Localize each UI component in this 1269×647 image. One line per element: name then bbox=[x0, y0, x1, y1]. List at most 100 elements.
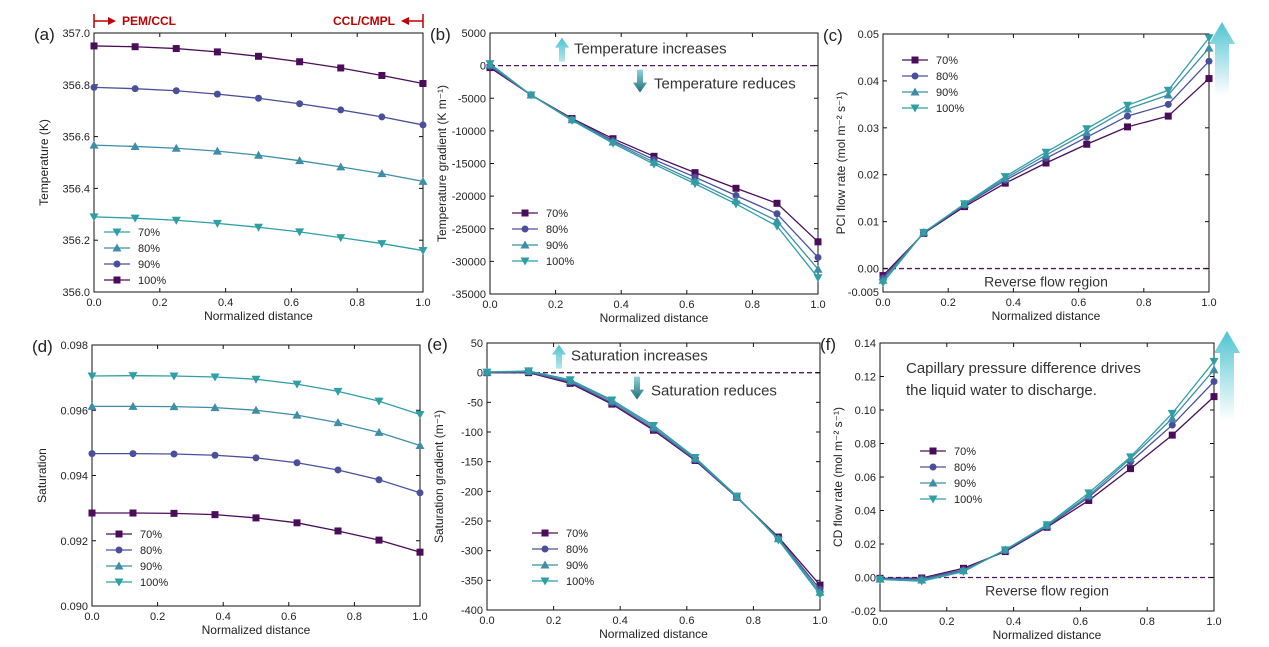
chart-panel-a: 0.0 0.2 0.4 0.6 0.8 1.0 356.0 356.2 356.4 356.6 35… bbox=[34, 14, 431, 323]
panel-label: (b) bbox=[430, 25, 451, 44]
data-point bbox=[170, 509, 178, 517]
legend-marker bbox=[541, 545, 549, 553]
x-tick-label: 0.2 bbox=[546, 615, 561, 627]
x-tick-label: 0.0 bbox=[872, 616, 887, 628]
x-tick-label: 1.0 bbox=[1206, 616, 1221, 628]
y-tick-label: -200 bbox=[461, 486, 483, 498]
data-point bbox=[1205, 75, 1213, 83]
legend-marker bbox=[911, 72, 919, 80]
y-tick-label: 356.0 bbox=[62, 287, 90, 299]
panel-label: (a) bbox=[34, 25, 55, 44]
series-line-100pct bbox=[486, 370, 821, 595]
data-point bbox=[374, 427, 384, 436]
y-axis-title: Saturation gradient (m⁻¹) bbox=[432, 410, 446, 543]
data-point bbox=[89, 140, 99, 149]
legend-entry: 70% bbox=[936, 55, 958, 67]
y-tick-label: 50 bbox=[471, 338, 483, 350]
data-point bbox=[87, 372, 97, 381]
legend-entry: 100% bbox=[546, 256, 574, 268]
data-point bbox=[333, 418, 343, 427]
data-point bbox=[814, 253, 822, 261]
legend-entry: 70% bbox=[140, 529, 162, 541]
data-point bbox=[813, 264, 823, 273]
y-tick-label: 0.098 bbox=[60, 340, 88, 352]
data-point bbox=[1124, 123, 1131, 131]
data-point bbox=[418, 176, 428, 185]
data-point bbox=[292, 380, 302, 389]
y-tick-label: -400 bbox=[461, 605, 483, 617]
panel-label: (c) bbox=[823, 26, 843, 45]
chart-panel-e: 0.0 0.2 0.4 0.6 0.8 1.0 -400 -350 -300 -250 -200 -1… bbox=[427, 335, 828, 641]
data-point bbox=[88, 509, 96, 517]
legend-entry: 100% bbox=[936, 103, 964, 115]
y-tick-label: 0.14 bbox=[855, 338, 876, 350]
x-axis-title: Normalized distance bbox=[599, 627, 708, 641]
data-point bbox=[1124, 112, 1131, 120]
data-point bbox=[1041, 148, 1051, 157]
data-point bbox=[1084, 489, 1094, 498]
legend-entry: 70% bbox=[138, 227, 160, 239]
data-point bbox=[254, 150, 263, 159]
legend: 70% 80% 90% 100% bbox=[902, 55, 964, 115]
y-tick-label: -15000 bbox=[452, 159, 486, 171]
plot-frame bbox=[93, 32, 424, 293]
data-point bbox=[1164, 112, 1172, 120]
y-tick-label: -250 bbox=[461, 516, 483, 528]
data-point bbox=[649, 160, 659, 169]
x-axis-title: Normalized distance bbox=[202, 623, 311, 637]
data-point bbox=[212, 146, 222, 155]
legend-marker bbox=[112, 243, 122, 252]
legend-marker bbox=[114, 578, 124, 587]
legend-entry: 80% bbox=[546, 224, 568, 236]
arrow-down-icon bbox=[630, 376, 644, 400]
data-point bbox=[128, 372, 138, 381]
y-tick-label: -300 bbox=[461, 546, 483, 558]
x-tick-label: 0.6 bbox=[284, 297, 299, 309]
data-point bbox=[334, 466, 342, 474]
data-point bbox=[129, 509, 137, 517]
legend-marker bbox=[540, 577, 550, 586]
data-point bbox=[130, 214, 140, 223]
data-point bbox=[416, 548, 424, 556]
data-point bbox=[1168, 431, 1176, 439]
data-point bbox=[131, 85, 139, 93]
series-line-90pct bbox=[93, 86, 424, 126]
data-point bbox=[649, 421, 658, 430]
data-point bbox=[337, 106, 345, 114]
data-point bbox=[526, 91, 536, 100]
data-point bbox=[334, 527, 342, 535]
x-tick-label: 0.6 bbox=[679, 299, 694, 311]
data-point bbox=[567, 116, 577, 125]
data-point bbox=[772, 222, 782, 231]
data-point bbox=[773, 536, 783, 545]
data-point bbox=[1083, 140, 1091, 148]
chart-panel-f: 0.0 0.2 0.4 0.6 0.8 1.0 -0.02 0.00 0.02 0.04 0.06 0… bbox=[820, 331, 1240, 642]
data-point bbox=[213, 90, 221, 98]
data-point bbox=[169, 372, 179, 381]
data-point bbox=[337, 64, 345, 72]
x-tick-label: 0.4 bbox=[218, 297, 233, 309]
arrow-up-icon bbox=[555, 37, 569, 62]
data-point bbox=[89, 213, 99, 222]
data-point bbox=[210, 373, 220, 382]
data-point bbox=[88, 450, 96, 458]
legend-entry: 80% bbox=[566, 544, 588, 556]
x-tick-label: 0.4 bbox=[613, 615, 628, 627]
data-point bbox=[1164, 100, 1172, 108]
data-point bbox=[252, 514, 260, 522]
panel-label: (d) bbox=[32, 337, 53, 356]
legend-marker bbox=[541, 529, 549, 537]
data-point bbox=[374, 397, 384, 406]
x-tick-label: 0.6 bbox=[1073, 616, 1088, 628]
data-point bbox=[773, 199, 781, 207]
y-tick-label: 0.10 bbox=[855, 405, 876, 417]
data-point bbox=[816, 581, 824, 589]
data-point bbox=[524, 367, 534, 376]
data-point bbox=[732, 492, 742, 501]
data-point bbox=[732, 184, 740, 192]
x-tick-label: 0.0 bbox=[482, 299, 497, 311]
data-point bbox=[1126, 453, 1135, 462]
x-tick-label: 0.0 bbox=[84, 611, 99, 623]
increase-arrow-icon bbox=[1214, 331, 1240, 421]
